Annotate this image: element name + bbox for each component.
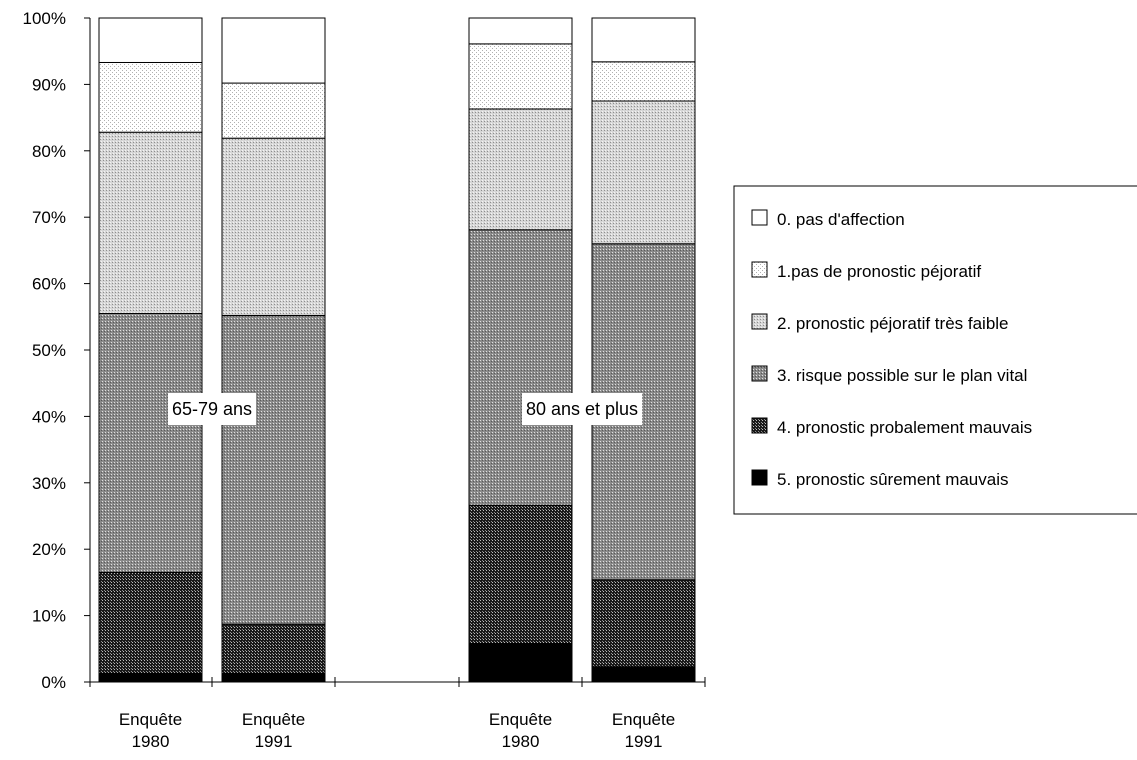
y-tick-label: 10% [32,607,66,626]
bar-segment [221,672,326,683]
bar-segment [221,17,326,84]
category-label: Enquête [242,710,305,729]
legend-box [733,185,1137,515]
bar-segment [591,17,696,63]
bar-segment [98,61,203,133]
y-tick-label: 30% [32,474,66,493]
group-label-background [521,393,643,425]
y-tick-label: 80% [32,142,66,161]
group-label: 65-79 ans [172,399,252,419]
y-tick-label: 0% [41,673,66,692]
bar-segment [468,504,573,644]
y-tick-label: 90% [32,75,66,94]
legend-swatch [751,261,768,278]
y-tick-label: 40% [32,407,66,426]
category-label: 1991 [625,732,663,751]
bar-segment [98,571,203,674]
legend-swatch [751,365,768,382]
bar-segment [221,314,326,625]
bar-segment [591,61,696,102]
y-tick-label: 50% [32,341,66,360]
bar-segment [98,17,203,63]
legend-label: 2. pronostic péjoratif très faible [777,314,1009,333]
y-tick-label: 60% [32,275,66,294]
legend-swatch [751,469,768,486]
category-label: 1980 [132,732,170,751]
bar-segment [468,642,573,683]
category-label: 1980 [502,732,540,751]
legend-swatch [751,209,768,226]
category-label: Enquête [489,710,552,729]
bar-segment [591,666,696,683]
bar-segment [98,672,203,683]
bar-segment [468,43,573,110]
category-label: Enquête [119,710,182,729]
y-tick-label: 70% [32,208,66,227]
y-tick-label: 100% [23,9,66,28]
bar-segment [468,17,573,45]
legend-label: 3. risque possible sur le plan vital [777,366,1027,385]
bar-segment [98,131,203,314]
group-label: 80 ans et plus [526,399,638,419]
legend-label: 0. pas d'affection [777,210,905,229]
legend-label: 5. pronostic sûrement mauvais [777,470,1009,489]
legend-label: 4. pronostic probalement mauvais [777,418,1032,437]
legend-swatch [751,417,768,434]
category-label: Enquête [612,710,675,729]
bar-segment [221,137,326,316]
bar-segment [591,100,696,245]
legend-label: 1.pas de pronostic péjoratif [777,262,981,281]
bar-segment [221,82,326,139]
legend-swatch [751,313,768,330]
category-label: 1991 [255,732,293,751]
bar-segment [591,579,696,668]
bar-segment [468,108,573,231]
bar-segment [468,229,573,506]
group-label-background [167,393,257,425]
bar-segment [98,312,203,573]
y-tick-label: 20% [32,540,66,559]
bar-segment [221,623,326,674]
